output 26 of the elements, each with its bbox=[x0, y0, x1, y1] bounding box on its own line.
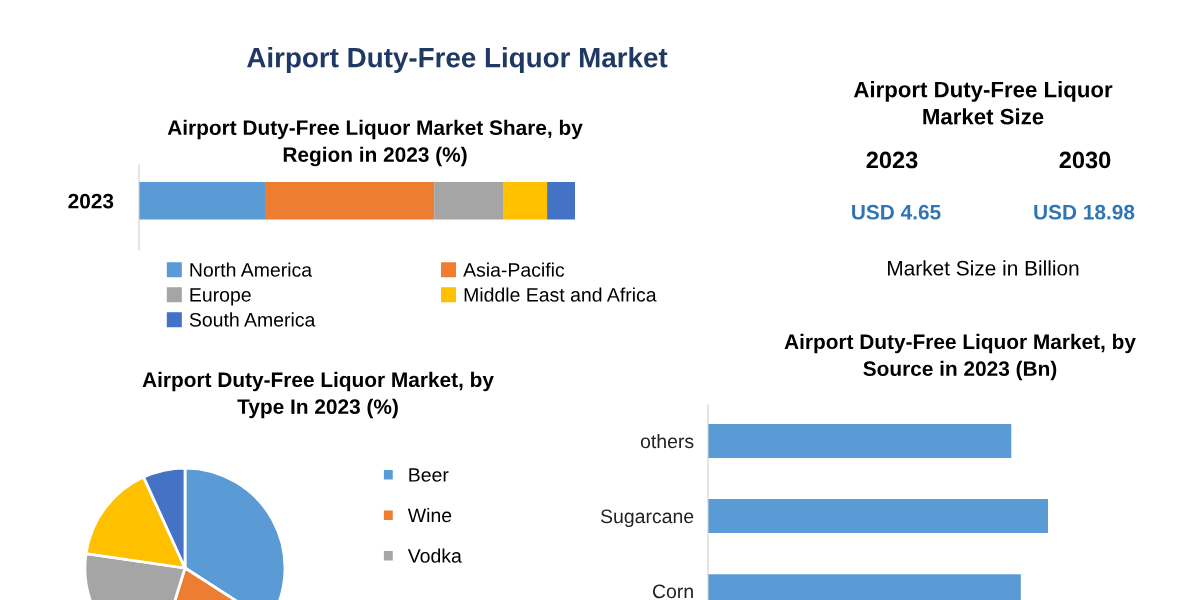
legend-label: Asia-Pacific bbox=[463, 262, 565, 277]
y-tick-label: Corn bbox=[652, 584, 693, 599]
y-tick-label: others bbox=[640, 433, 694, 449]
legend-label: South America bbox=[189, 312, 316, 327]
bar bbox=[503, 182, 548, 220]
y-tick-label: Sugarcane bbox=[600, 509, 694, 528]
category-label: 2030 bbox=[1059, 151, 1111, 169]
chart-subtitle: Airport Duty-Free Liquor Market Share, by Region in 2023 (%) bbox=[167, 119, 583, 167]
chart-title: Airport Duty-Free Liquor Market, by Source in 2023 (Bn) bbox=[784, 333, 1136, 381]
legend-label: Wine bbox=[407, 507, 452, 523]
legend-label: Europe bbox=[190, 288, 251, 306]
text: USD 18.98 bbox=[1034, 204, 1135, 220]
bar bbox=[139, 182, 265, 220]
text: USD 4.65 bbox=[852, 204, 941, 220]
bar bbox=[265, 182, 435, 220]
chart-title: Airport Duty-Free Liquor Market, by Type In 2023 (%) bbox=[142, 371, 494, 419]
text: Market Size in Billion bbox=[888, 260, 1079, 276]
chart-title: Airport Duty-Free Liquor Market bbox=[247, 47, 668, 73]
legend-label: North America bbox=[190, 262, 313, 277]
legend-label: Middle East and Africa bbox=[464, 287, 657, 302]
bar bbox=[547, 182, 575, 220]
legend-label: Vodka bbox=[407, 548, 462, 563]
category-label: 2023 bbox=[866, 151, 918, 169]
text: Airport Duty-Free Liquor Market Size bbox=[853, 81, 1113, 125]
legend-label: Beer bbox=[409, 468, 449, 482]
bar bbox=[434, 182, 504, 220]
